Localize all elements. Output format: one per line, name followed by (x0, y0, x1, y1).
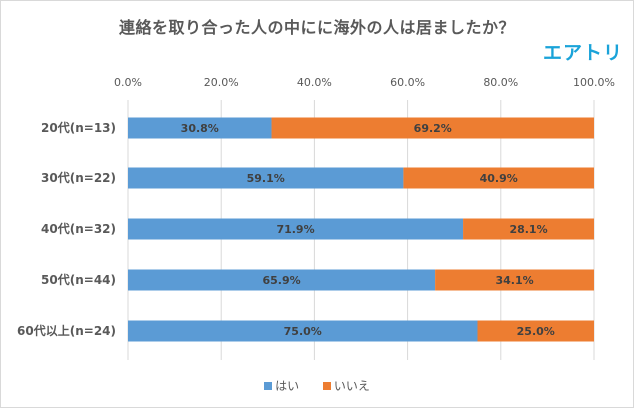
bar-segment-no (403, 167, 594, 189)
data-label: 40.9% (480, 172, 518, 185)
chart-title: 連絡を取り合った人の中にに海外の人は居ましたか？ (118, 18, 515, 37)
chart-legend: はい いいえ (0, 377, 634, 394)
category-label: 40代(n=32) (41, 221, 116, 236)
data-label: 71.9% (276, 223, 314, 236)
legend-swatch-no (322, 382, 331, 390)
category-label: 20代(n=13) (41, 120, 116, 135)
x-tick-label: 60.0% (390, 76, 425, 89)
x-tick-label: 0.0% (114, 76, 142, 89)
legend-item-no: いいえ (322, 377, 370, 394)
category-label: 30代(n=22) (41, 170, 116, 185)
brand-logo: エアトリ (543, 42, 624, 64)
legend-label-no: いいえ (333, 379, 370, 393)
category-label: 50代(n=44) (41, 272, 116, 287)
data-label: 75.0% (284, 325, 322, 338)
bar-segment-yes (128, 320, 478, 342)
bar-segment-yes (128, 269, 436, 291)
bar-segment-no (271, 117, 594, 139)
bar-segment-yes (128, 218, 464, 240)
x-tick-label: 20.0% (204, 76, 239, 89)
legend-swatch-yes (264, 382, 273, 390)
data-label: 30.8% (181, 122, 219, 135)
category-label: 60代以上(n=24) (17, 323, 116, 338)
data-label: 34.1% (495, 274, 533, 287)
bar-segment-yes (128, 117, 272, 139)
x-tick-label: 40.0% (297, 76, 332, 89)
bar-segment-no (435, 269, 594, 291)
x-tick-label: 80.0% (483, 76, 518, 89)
data-label: 65.9% (262, 274, 300, 287)
bar-segment-yes (128, 167, 404, 189)
legend-label-yes: はい (275, 379, 300, 393)
data-label: 59.1% (247, 172, 285, 185)
x-tick-label: 100.0% (573, 76, 615, 89)
bar-segment-no (477, 320, 594, 342)
data-label: 28.1% (509, 223, 547, 236)
data-label: 69.2% (414, 122, 452, 135)
data-label: 25.0% (517, 325, 555, 338)
bar-segment-no (463, 218, 594, 240)
legend-item-yes: はい (264, 377, 299, 394)
